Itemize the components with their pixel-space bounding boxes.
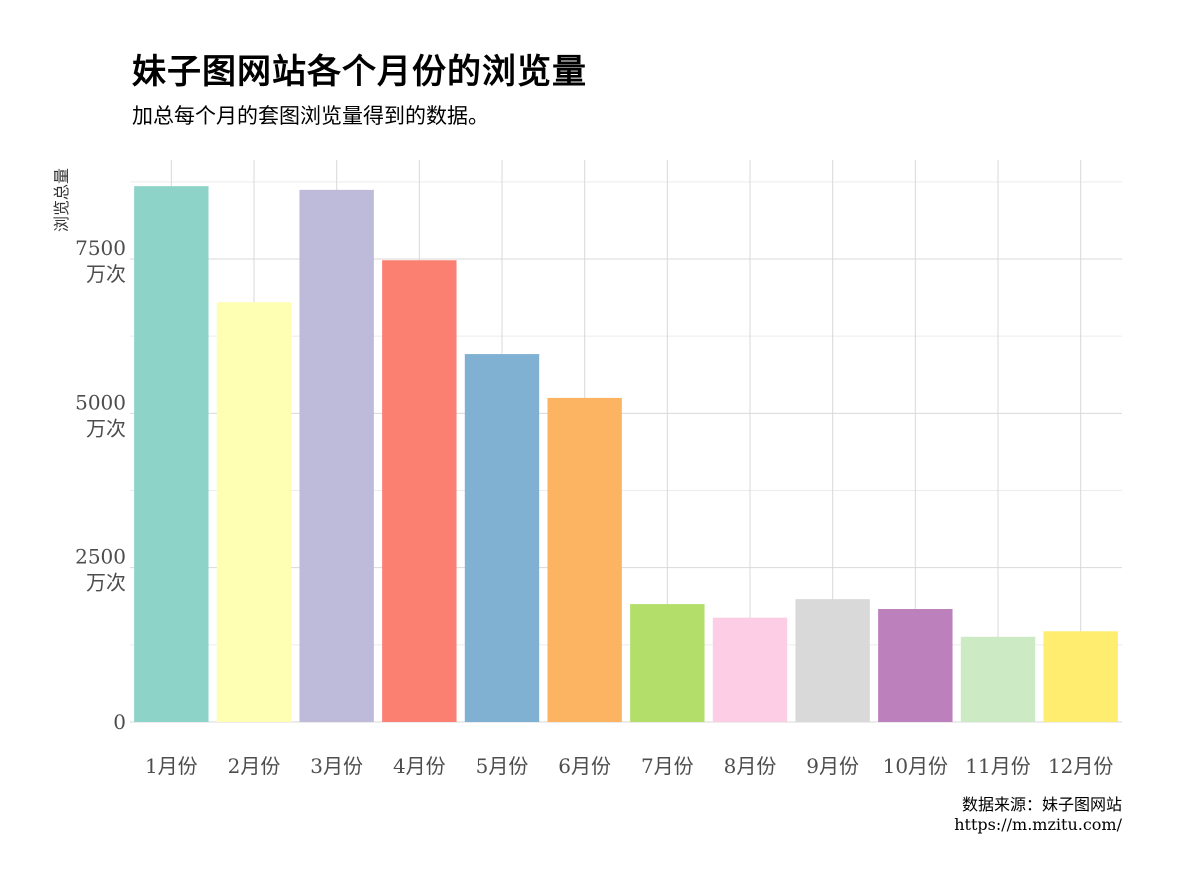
bar-4 <box>382 260 457 722</box>
bar-3 <box>299 189 374 723</box>
bar-9 <box>795 599 870 722</box>
x-tick-label: 4月份 <box>393 754 446 778</box>
y-axis-label: 浏览总量 <box>52 168 71 232</box>
y-tick-0: 0 <box>113 710 126 734</box>
caption-url: https://m.mzitu.com/ <box>954 815 1122 834</box>
x-tick-label: 2月份 <box>228 754 281 778</box>
bar-8 <box>712 617 788 722</box>
chart-title: 妹子图网站各个月份的浏览量 <box>132 52 587 92</box>
bar-7 <box>630 604 705 722</box>
x-tick-label: 9月份 <box>806 754 859 778</box>
x-tick-label: 1月份 <box>145 754 198 778</box>
bar-1 <box>134 186 209 722</box>
bar-10 <box>878 609 953 722</box>
x-tick-label: 10月份 <box>883 754 948 778</box>
y-tick-unit: 万次 <box>86 416 126 440</box>
x-tick-label: 12月份 <box>1048 754 1113 778</box>
chart-caption: 数据来源：妹子图网站 https://m.mzitu.com/ <box>954 795 1122 835</box>
y-tick-unit: 万次 <box>86 262 126 286</box>
y-tick-value: 7500 <box>75 236 126 260</box>
x-tick-label: 11月份 <box>965 754 1030 778</box>
chart-subtitle: 加总每个月的套图浏览量得到的数据。 <box>132 104 489 128</box>
bar-11 <box>960 636 1036 722</box>
x-tick-label: 8月份 <box>724 754 777 778</box>
x-tick-label: 7月份 <box>641 754 694 778</box>
bar-6 <box>547 397 622 722</box>
bar-5 <box>464 354 540 722</box>
y-tick-value: 0 <box>113 710 126 734</box>
bar-12 <box>1043 631 1118 722</box>
y-tick-unit: 万次 <box>86 571 126 595</box>
bars <box>134 186 1118 723</box>
y-tick-value: 2500 <box>75 545 126 569</box>
x-tick-label: 5月份 <box>476 754 529 778</box>
x-tick-label: 6月份 <box>558 754 611 778</box>
x-tick-label: 3月份 <box>310 754 363 778</box>
caption-source: 数据来源：妹子图网站 <box>961 795 1122 814</box>
bar-2 <box>216 302 292 722</box>
x-axis-ticks: 1月份 2月份 3月份 4月份 5月份 6月份 7月份 8月份 9月份 10月份 11月份 12月份 <box>145 754 1113 778</box>
y-tick-value: 5000 <box>75 390 126 414</box>
